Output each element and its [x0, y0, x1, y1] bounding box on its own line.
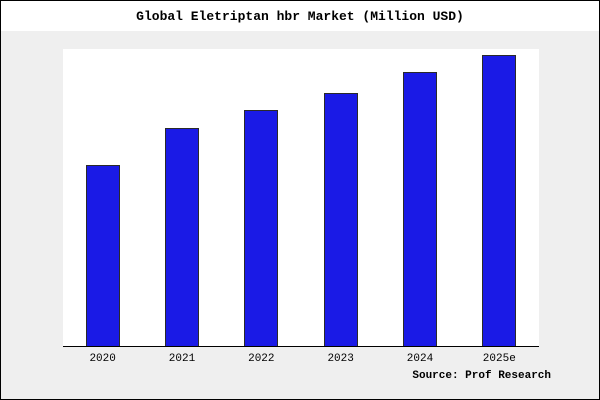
chart-title: Global Eletriptan hbr Market (Million US…: [136, 8, 464, 24]
source-text: Source: Prof Research: [412, 370, 551, 382]
chart-header: Global Eletriptan hbr Market (Million US…: [1, 1, 599, 31]
bar-slot: [63, 49, 142, 346]
bar-2022: [244, 110, 279, 346]
x-tick-label-2020: 2020: [89, 353, 116, 365]
bar-slot: [142, 49, 221, 346]
bar-2021: [164, 128, 199, 346]
x-tick-label-2021: 2021: [168, 353, 196, 365]
bar-slot: [222, 49, 301, 346]
bar-slot: [301, 49, 380, 346]
x-axis-labels: 2020 2021 2022 2023 2024 2025e: [63, 353, 539, 365]
bar-2020: [85, 165, 120, 346]
x-tick-label-2023: 2023: [327, 353, 354, 365]
bar-2024: [402, 72, 437, 346]
x-tick-label-2024: 2024: [406, 353, 434, 365]
bar-slot: [460, 49, 539, 346]
x-tick-label-2022: 2022: [248, 353, 275, 365]
bar-2023: [323, 93, 358, 346]
bar-2025e: [482, 55, 517, 346]
x-tick-label-2025e: 2025e: [482, 353, 516, 365]
plot-area: [63, 49, 539, 347]
bar-slot: [380, 49, 459, 346]
